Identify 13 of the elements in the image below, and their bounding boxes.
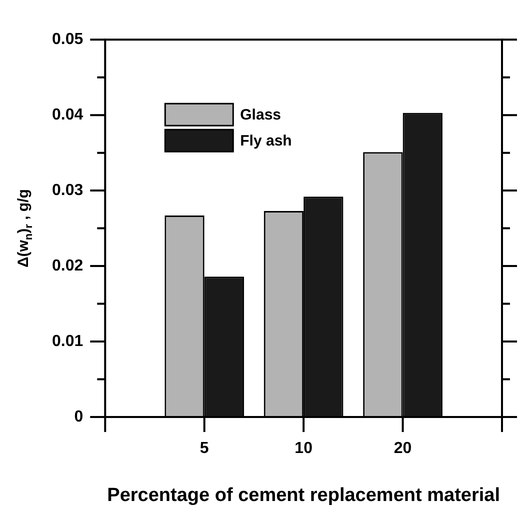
y-tick-label: 0 <box>74 408 84 426</box>
x-tick-label: 20 <box>394 440 412 458</box>
x-axis-title: Percentage of cement replacement material <box>107 484 500 506</box>
y-tick-label: 0.05 <box>52 31 84 48</box>
y-tick-label: 0.02 <box>52 257 84 274</box>
y-axis-title: Δ(wn)r , g/g <box>15 189 36 268</box>
x-tick-label: 10 <box>294 440 313 458</box>
x-tick-label: 5 <box>200 440 209 458</box>
y-tick-label: 0.01 <box>52 332 84 350</box>
y-tick-label: 0.03 <box>52 182 84 199</box>
legend-label: Fly ash <box>240 132 292 150</box>
legend-label: Glass <box>240 106 282 124</box>
y-tick-label: 0.04 <box>52 106 84 124</box>
